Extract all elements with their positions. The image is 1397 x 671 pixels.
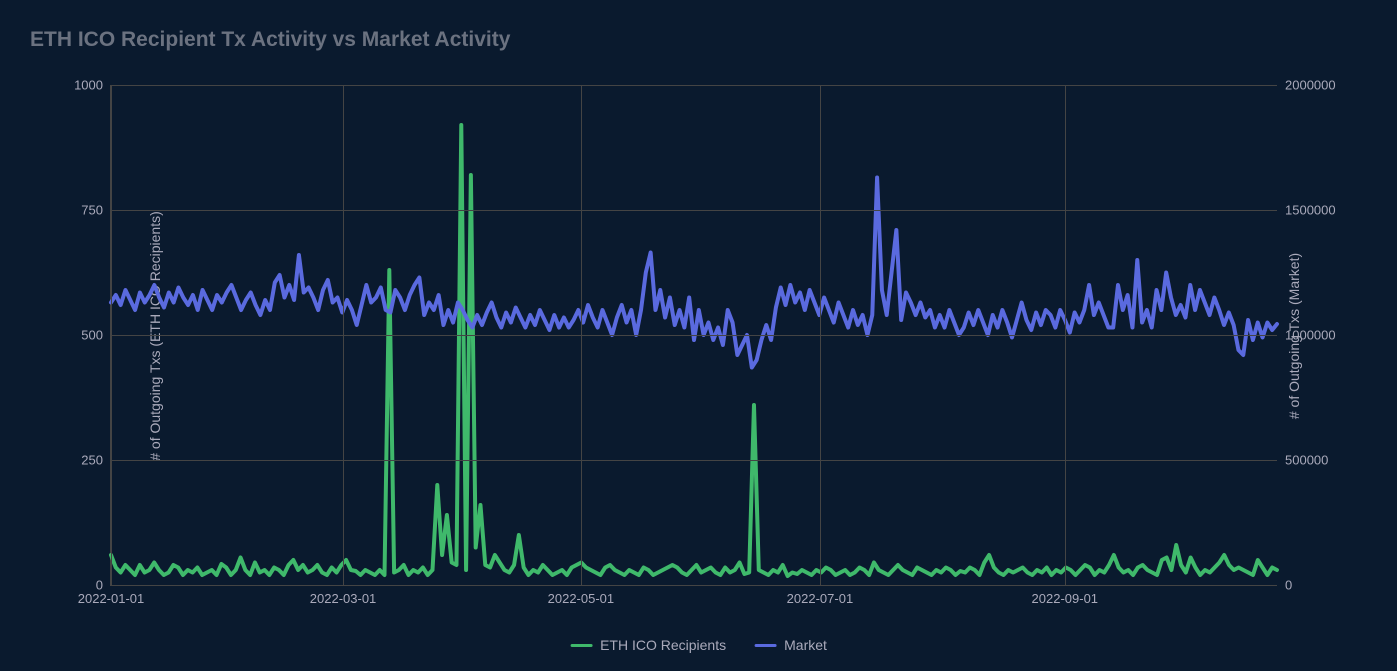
ytick-right: 2000000 xyxy=(1285,78,1336,93)
legend-label-market: Market xyxy=(784,637,827,653)
legend: ETH ICO Recipients Market xyxy=(570,637,827,653)
gridline-v xyxy=(1065,85,1066,585)
gridline-h xyxy=(111,460,1277,461)
legend-item-market[interactable]: Market xyxy=(754,637,827,653)
plot-area[interactable]: 0250500750100005000001000000150000020000… xyxy=(110,85,1277,586)
ytick-left: 750 xyxy=(81,203,103,218)
legend-swatch-recipients xyxy=(570,644,592,647)
gridline-h xyxy=(111,85,1277,86)
ytick-left: 250 xyxy=(81,453,103,468)
xtick: 2022-07-01 xyxy=(787,591,854,606)
ytick-right: 500000 xyxy=(1285,453,1328,468)
ytick-right: 1000000 xyxy=(1285,328,1336,343)
gridline-h xyxy=(111,585,1277,586)
ytick-left: 500 xyxy=(81,328,103,343)
ytick-right: 0 xyxy=(1285,578,1292,593)
series-market[interactable] xyxy=(111,178,1277,368)
ytick-right: 1500000 xyxy=(1285,203,1336,218)
gridline-h xyxy=(111,335,1277,336)
legend-item-recipients[interactable]: ETH ICO Recipients xyxy=(570,637,726,653)
xtick: 2022-09-01 xyxy=(1032,591,1099,606)
gridline-v xyxy=(820,85,821,585)
gridline-h xyxy=(111,210,1277,211)
chart-title: ETH ICO Recipient Tx Activity vs Market … xyxy=(30,28,510,52)
ytick-left: 1000 xyxy=(74,78,103,93)
xtick: 2022-03-01 xyxy=(310,591,377,606)
xtick: 2022-05-01 xyxy=(548,591,615,606)
gridline-v xyxy=(581,85,582,585)
chart-container: ETH ICO Recipient Tx Activity vs Market … xyxy=(0,0,1397,671)
gridline-v xyxy=(111,85,112,585)
gridline-v xyxy=(343,85,344,585)
series-eth-ico-recipients[interactable] xyxy=(111,125,1277,576)
legend-label-recipients: ETH ICO Recipients xyxy=(600,637,726,653)
legend-swatch-market xyxy=(754,644,776,647)
xtick: 2022-01-01 xyxy=(78,591,145,606)
